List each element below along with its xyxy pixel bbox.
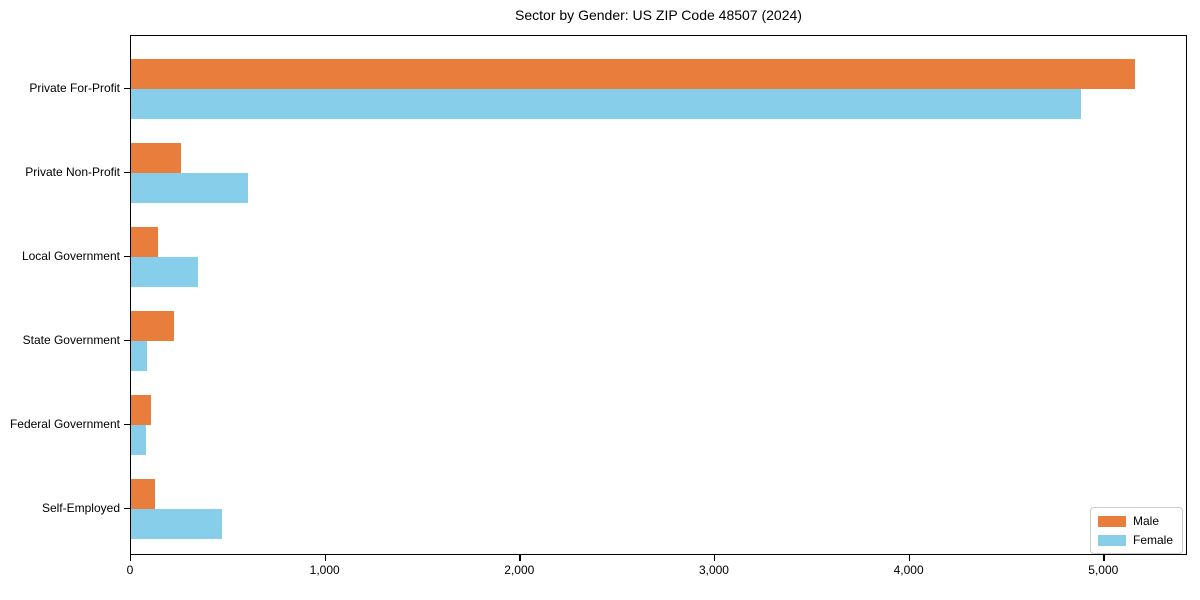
bar-female-2 bbox=[131, 173, 248, 203]
legend: Male Female bbox=[1090, 507, 1184, 554]
bar-male-3 bbox=[131, 227, 158, 257]
legend-swatch-male bbox=[1098, 515, 1126, 527]
x-tick-mark bbox=[1103, 555, 1105, 561]
x-tick-mark bbox=[713, 555, 716, 561]
y-tick-mark bbox=[124, 340, 130, 342]
y-category-label: Self-Employed bbox=[41, 501, 120, 515]
y-tick-mark bbox=[124, 508, 130, 510]
legend-label: Male bbox=[1133, 514, 1160, 528]
plot-area bbox=[130, 35, 1187, 555]
chart-title: Sector by Gender: US ZIP Code 48507 (202… bbox=[515, 7, 802, 23]
y-tick-mark bbox=[124, 256, 130, 258]
bar-male-5 bbox=[131, 395, 151, 425]
y-tick-mark bbox=[124, 172, 130, 174]
y-tick-mark bbox=[124, 424, 130, 426]
y-category-label: Local Government bbox=[21, 249, 120, 263]
x-tick-label: 0 bbox=[126, 563, 134, 577]
x-tick-label: 4,000 bbox=[893, 563, 924, 577]
legend-swatch-female bbox=[1098, 534, 1126, 546]
x-tick-mark bbox=[324, 555, 326, 561]
y-tick-mark bbox=[124, 88, 130, 90]
y-category-label: State Government bbox=[22, 333, 120, 347]
x-tick-label: 2,000 bbox=[504, 563, 535, 577]
bar-female-6 bbox=[131, 509, 222, 539]
bar-male-4 bbox=[131, 311, 174, 341]
bar-male-6 bbox=[131, 479, 155, 509]
y-category-label: Private Non-Profit bbox=[25, 165, 120, 179]
y-category-label: Private For-Profit bbox=[29, 81, 120, 95]
bar-female-5 bbox=[131, 425, 146, 455]
x-tick-label: 5,000 bbox=[1088, 563, 1119, 577]
x-tick-mark bbox=[519, 555, 521, 561]
x-tick-mark bbox=[130, 555, 132, 561]
y-category-label: Federal Government bbox=[9, 417, 120, 431]
x-tick-label: 1,000 bbox=[309, 563, 340, 577]
bar-female-1 bbox=[131, 89, 1081, 119]
bar-male-1 bbox=[131, 59, 1135, 89]
legend-label: Female bbox=[1133, 533, 1174, 547]
legend-item-female: Female bbox=[1098, 533, 1173, 547]
x-tick-label: 3,000 bbox=[698, 563, 729, 577]
bar-male-2 bbox=[131, 143, 181, 173]
legend-item-male: Male bbox=[1098, 514, 1173, 528]
bar-female-4 bbox=[131, 341, 147, 371]
bar-female-3 bbox=[131, 257, 198, 287]
x-tick-mark bbox=[908, 555, 910, 561]
